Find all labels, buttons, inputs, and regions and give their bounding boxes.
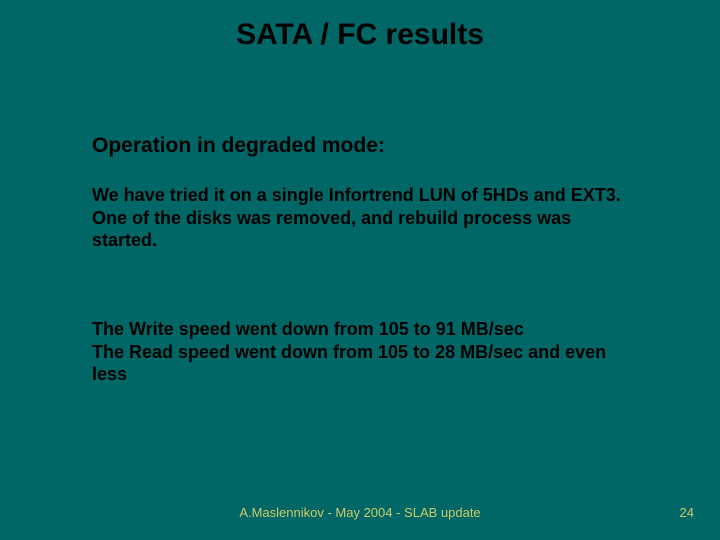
slide: SATA / FC results Operation in degraded … xyxy=(0,0,720,540)
para1-line2: One of the disks was removed, and rebuil… xyxy=(92,208,571,251)
footer-text: A.Maslennikov - May 2004 - SLAB update xyxy=(0,505,720,520)
para2-line1: The Write speed went down from 105 to 91… xyxy=(92,319,524,339)
para1-line1: We have tried it on a single Infortrend … xyxy=(92,185,621,205)
section-subtitle: Operation in degraded mode: xyxy=(92,134,385,158)
paragraph-1: We have tried it on a single Infortrend … xyxy=(92,184,637,252)
slide-title: SATA / FC results xyxy=(0,18,720,52)
para2-line2: The Read speed went down from 105 to 28 … xyxy=(92,342,606,385)
page-number: 24 xyxy=(680,505,694,520)
paragraph-2: The Write speed went down from 105 to 91… xyxy=(92,318,637,386)
